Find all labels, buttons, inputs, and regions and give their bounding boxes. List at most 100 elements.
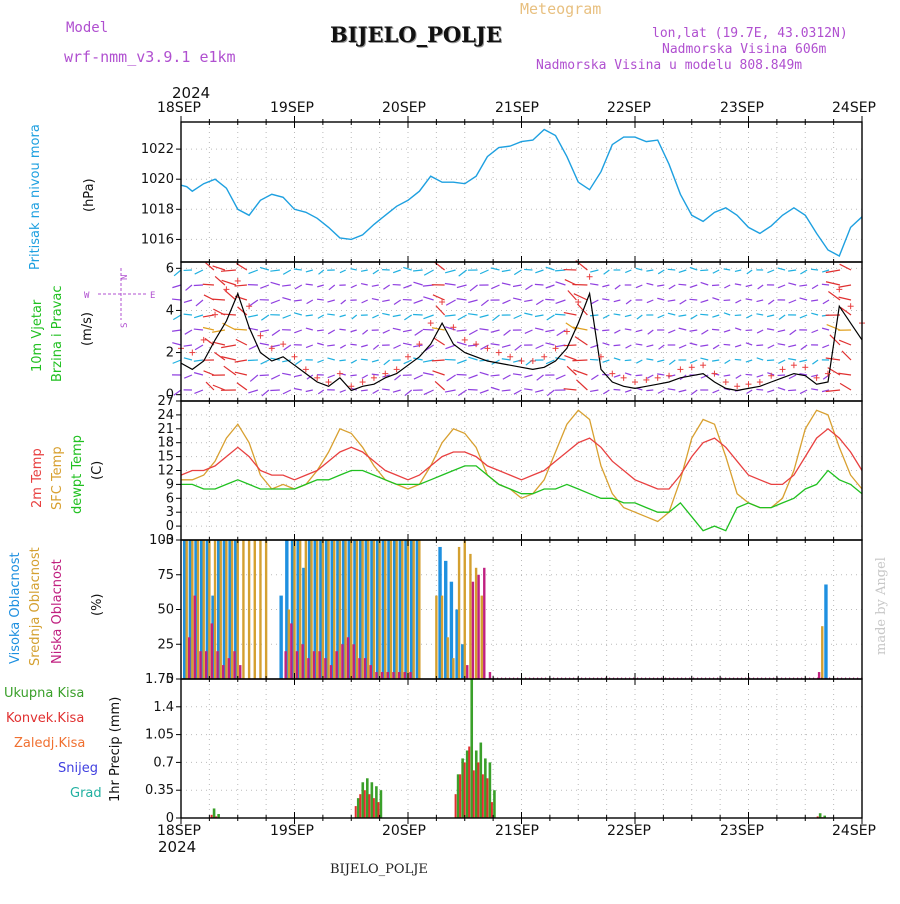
x-tick-bottom: 23SEP — [720, 823, 764, 839]
wind-arrow — [284, 345, 291, 350]
wind-arrow — [362, 375, 368, 378]
cloud-low-bar — [188, 637, 190, 679]
cloud-low-bar — [284, 651, 286, 679]
wind-arrow — [679, 270, 686, 272]
y-tick-label: 4 — [166, 303, 174, 318]
wind-arrow — [757, 358, 763, 360]
wind-arrow — [828, 292, 840, 300]
wind-arrow — [712, 329, 719, 330]
wind-arrow — [746, 374, 753, 375]
wind-arrow — [221, 345, 236, 348]
wind-arrow — [767, 390, 774, 392]
cloud-low-bar — [222, 665, 224, 679]
cloud-mid-bar — [344, 540, 346, 679]
wind-arrow — [306, 284, 313, 285]
y-tick-label: 0 — [166, 519, 174, 534]
wind-arrow — [757, 300, 764, 302]
cloud-low-bar — [387, 672, 389, 679]
wind-arrow — [248, 315, 258, 317]
pressure-unit: (hPa) — [82, 178, 97, 212]
wind-arrow — [557, 330, 566, 336]
wind-arrow — [317, 299, 324, 300]
y-tick-label: 9 — [166, 477, 174, 492]
wind-arrow — [590, 315, 598, 316]
cloud-high-bar — [824, 584, 827, 679]
wind-arrow — [724, 375, 731, 376]
precip-total-bar — [213, 808, 216, 818]
precip-ylabel: 1hr Precip (mm) — [108, 697, 123, 802]
wind-arrow — [350, 375, 356, 376]
wind-arrow — [735, 345, 741, 347]
cloud-low-bar — [364, 658, 366, 679]
wind-arrow — [270, 390, 280, 391]
wind-arrow — [811, 389, 818, 390]
wind-arrow — [423, 315, 433, 319]
x-tick-top: 24SEP — [832, 100, 876, 116]
wind-arrow — [382, 313, 389, 315]
wind-arrow — [767, 315, 774, 317]
precip-total-bar — [375, 786, 378, 818]
wind-arrow — [194, 373, 203, 375]
wind-arrow — [679, 345, 686, 348]
wind-arrow — [604, 270, 610, 274]
wind-arrow — [713, 345, 719, 349]
wind-arrow — [206, 382, 214, 390]
wind-arrow — [657, 298, 664, 300]
wind-arrow — [327, 314, 335, 315]
wind-arrow — [679, 315, 687, 316]
wind-arrow — [327, 300, 334, 302]
wind-arrow — [328, 330, 335, 334]
wind-arrow — [840, 264, 851, 270]
wind-arrow — [468, 357, 477, 360]
wind-arrow — [537, 375, 544, 380]
cloud-mid-bar — [384, 540, 386, 679]
wind-arrow — [502, 270, 511, 272]
wind-arrow — [445, 270, 455, 273]
compass-west: W — [84, 291, 90, 301]
wind-arrow — [799, 285, 807, 286]
cloud-low-bar — [313, 651, 315, 679]
precip-total-bar — [493, 790, 496, 818]
y-tick-label: 1018 — [141, 202, 174, 217]
wind-arrow — [647, 300, 653, 303]
wind-arrow — [481, 300, 488, 306]
wind-arrow — [725, 360, 731, 363]
wind-arrow — [513, 285, 521, 286]
wind-arrow — [838, 285, 851, 287]
cloud-mid-bar — [412, 540, 414, 679]
wind-unit: (m/s) — [80, 312, 95, 346]
cloud-low-bar — [211, 623, 213, 679]
wind-arrow — [535, 284, 544, 285]
wind-arrow — [823, 300, 829, 304]
cloud-low-bar — [381, 672, 383, 679]
cloud-mid-bar — [373, 540, 375, 679]
wind-arrow — [383, 330, 390, 333]
wind-arrow — [250, 375, 258, 381]
wind-arrow — [625, 270, 631, 273]
cloud-mid-bar — [447, 637, 449, 679]
cloud-low-label: Niska Oblacnost — [50, 559, 65, 664]
wind-arrow — [636, 360, 642, 363]
wind-arrow — [327, 345, 335, 346]
legend-freezing-rain: Zaledj.Kisa — [14, 736, 85, 751]
wind-arrow — [576, 380, 587, 390]
wind-arrow — [248, 390, 258, 393]
wind-arrow — [270, 270, 280, 271]
wind-arrow — [235, 285, 247, 286]
cloud-mid-bar — [242, 540, 244, 679]
wind-arrow — [678, 284, 686, 285]
wind-arrow — [436, 306, 445, 315]
wind-arrow — [625, 315, 631, 317]
wind-arrow — [535, 315, 543, 316]
wind-arrow — [572, 360, 587, 361]
wind-arrow — [502, 283, 511, 285]
cloud-low-bar — [398, 672, 400, 679]
wind-arrow — [778, 344, 785, 345]
wind-arrow — [194, 315, 203, 318]
wind-arrow — [413, 314, 423, 315]
y-tick-label: 75 — [157, 568, 174, 583]
cloud-mid-bar — [452, 658, 454, 679]
wind-arrow — [405, 390, 412, 396]
wind-arrow — [306, 390, 313, 391]
wind-arrow — [423, 373, 434, 375]
